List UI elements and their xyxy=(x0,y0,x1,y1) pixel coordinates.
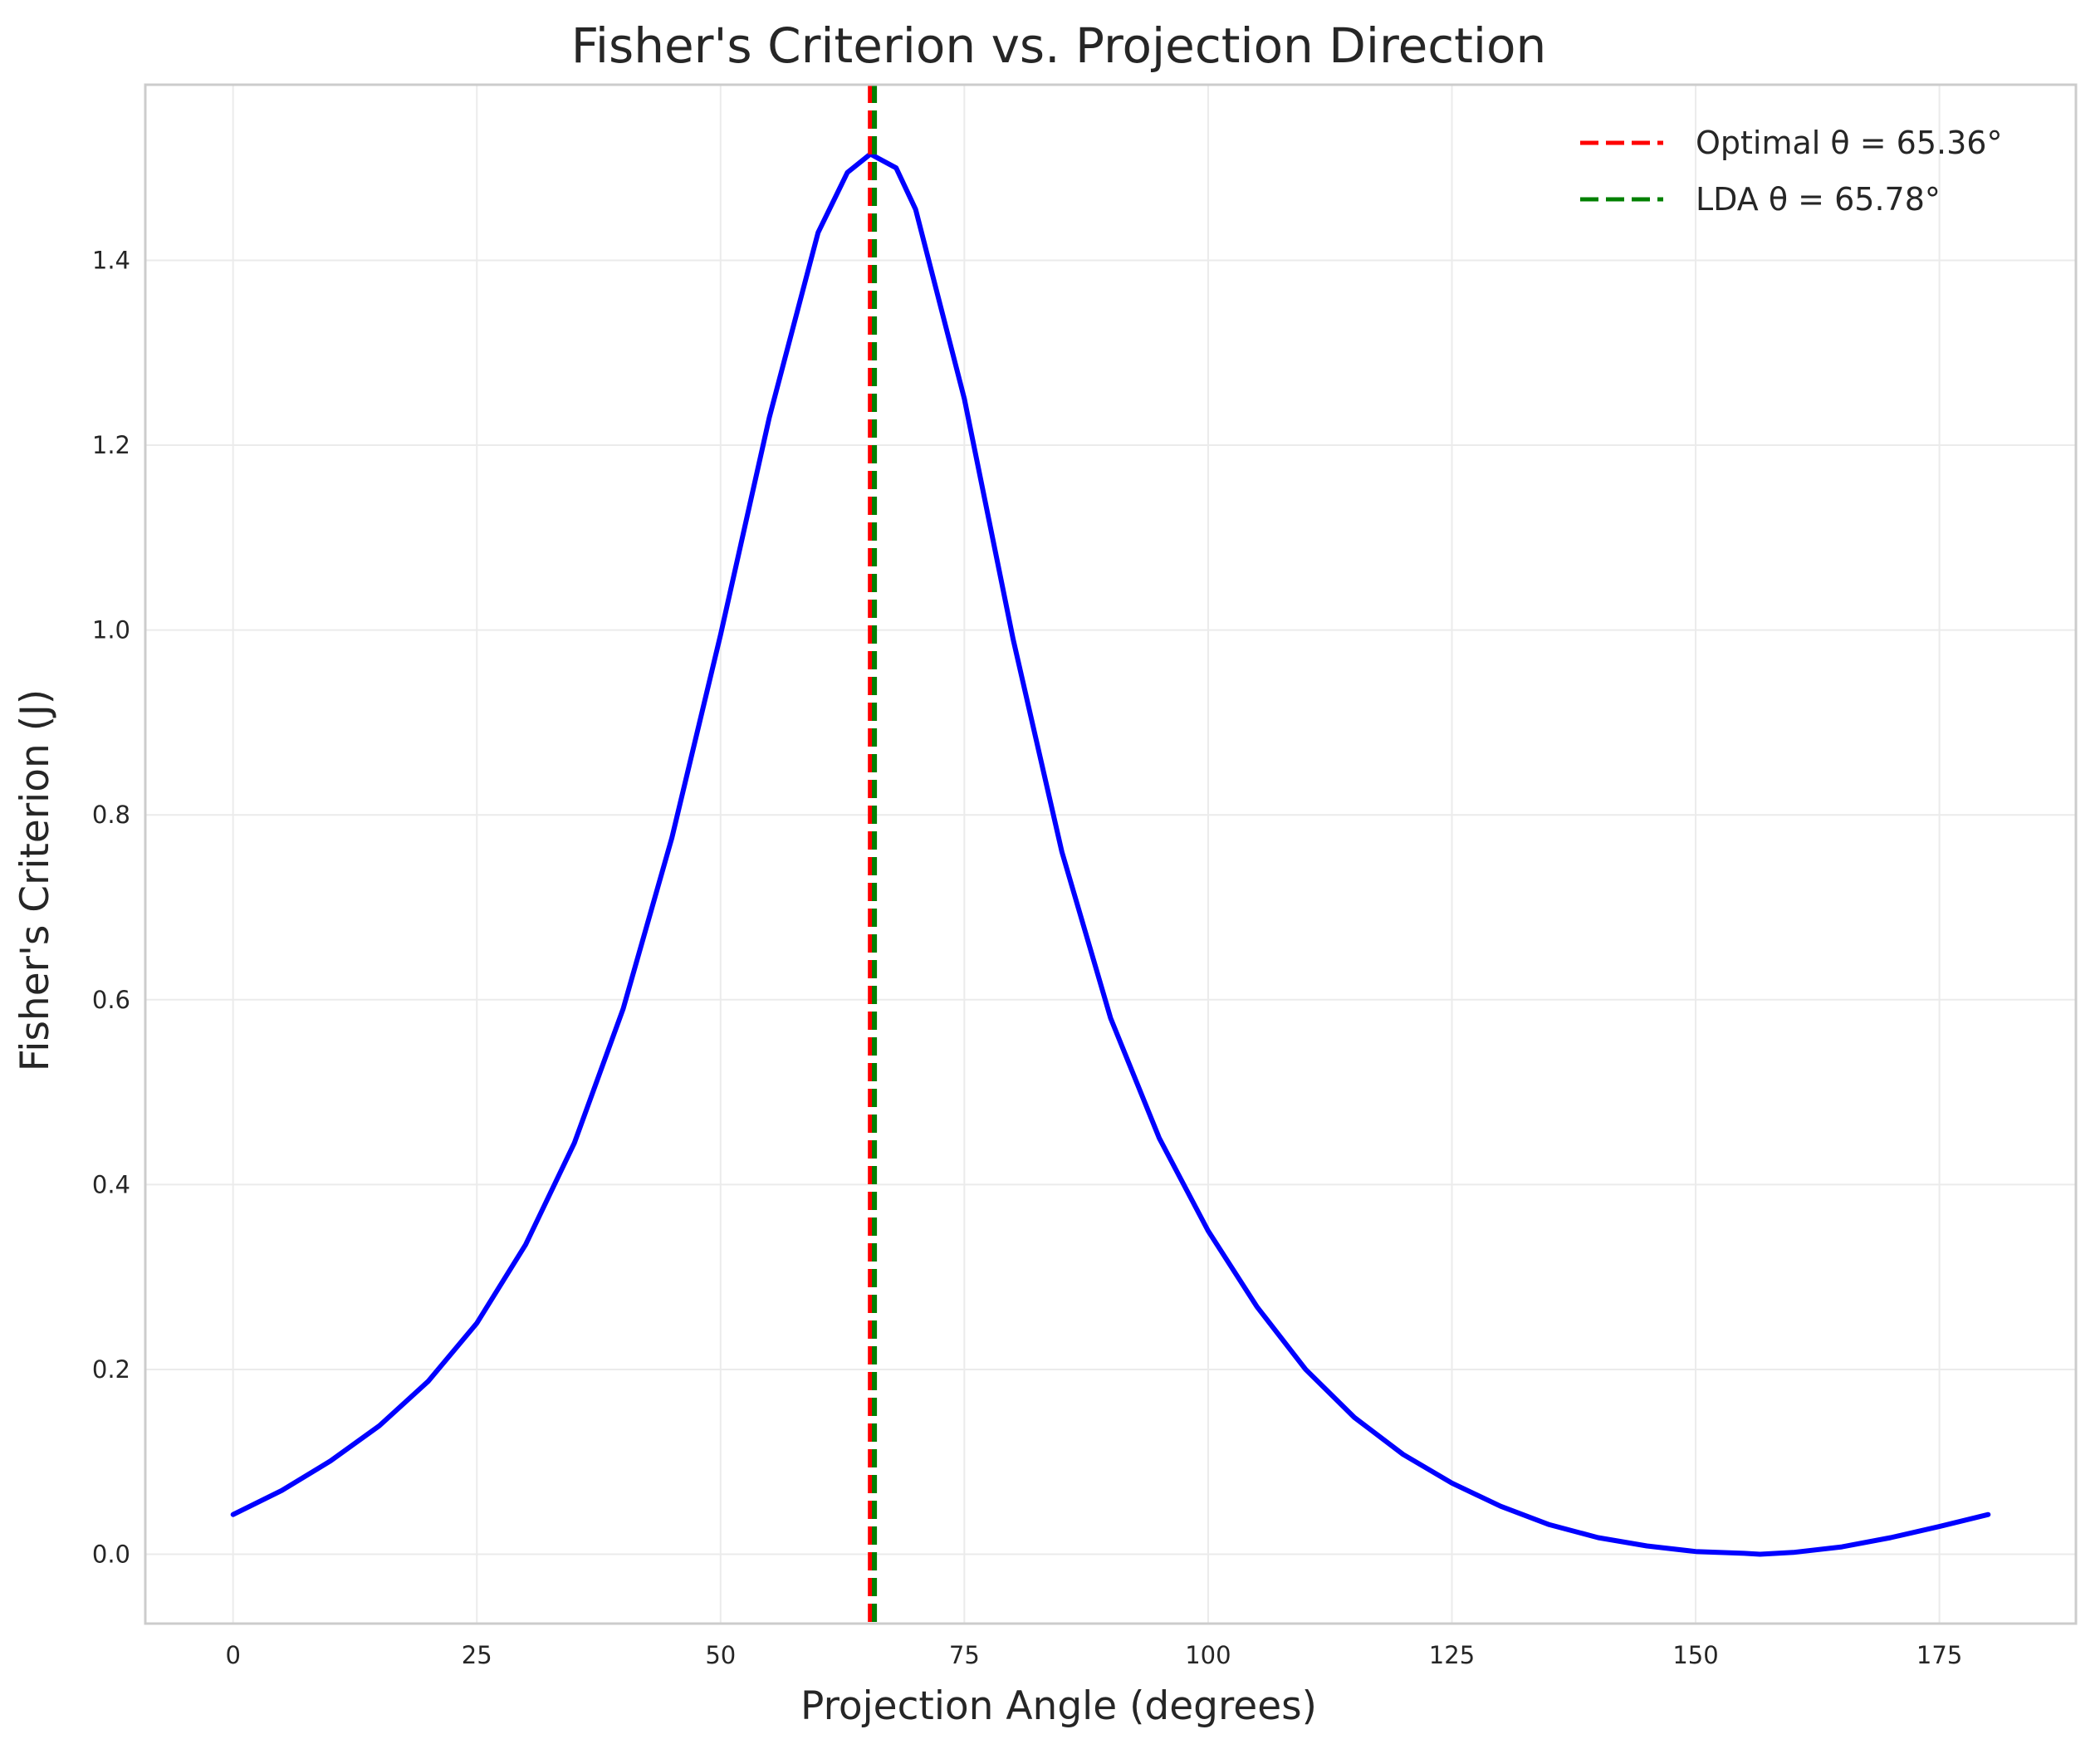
y-tick-label: 1.2 xyxy=(92,431,130,459)
plot-lines xyxy=(230,85,1991,1624)
legend: Optimal θ = 65.36° LDA θ = 65.78° xyxy=(1580,125,2002,218)
y-tick-label: 0.0 xyxy=(92,1541,130,1569)
x-tick-label: 50 xyxy=(705,1641,736,1669)
y-axis-label: Fisher's Criterion (J) xyxy=(12,689,58,1071)
x-tick-label: 175 xyxy=(1916,1641,1962,1669)
grid xyxy=(145,85,2076,1624)
x-tick-label: 100 xyxy=(1185,1641,1231,1669)
series-line-0 xyxy=(230,151,1991,1557)
y-tick-labels: 0.0 0.2 0.4 0.6 0.8 1.0 1.2 1.4 xyxy=(92,246,130,1568)
x-tick-label: 0 xyxy=(225,1641,240,1669)
x-tick-labels: 0 25 50 75 100 125 150 175 xyxy=(225,1641,1962,1669)
y-tick-label: 0.8 xyxy=(92,801,130,829)
x-tick-label: 25 xyxy=(462,1641,492,1669)
y-tick-label: 1.0 xyxy=(92,616,130,644)
x-tick-label: 75 xyxy=(949,1641,980,1669)
plot-frame xyxy=(144,83,2078,1625)
y-tick-label: 0.6 xyxy=(92,986,130,1014)
x-tick-label: 125 xyxy=(1429,1641,1475,1669)
y-tick-label: 1.4 xyxy=(92,246,130,274)
x-axis-label: Projection Angle (degrees) xyxy=(800,1683,1317,1729)
x-tick-label: 150 xyxy=(1672,1641,1718,1669)
legend-label-1: LDA θ = 65.78° xyxy=(1696,181,1941,218)
legend-label-0: Optimal θ = 65.36° xyxy=(1696,125,2002,161)
y-tick-label: 0.4 xyxy=(92,1170,130,1198)
y-tick-label: 0.2 xyxy=(92,1355,130,1384)
chart-title: Fisher's Criterion vs. Projection Direct… xyxy=(571,17,1547,74)
